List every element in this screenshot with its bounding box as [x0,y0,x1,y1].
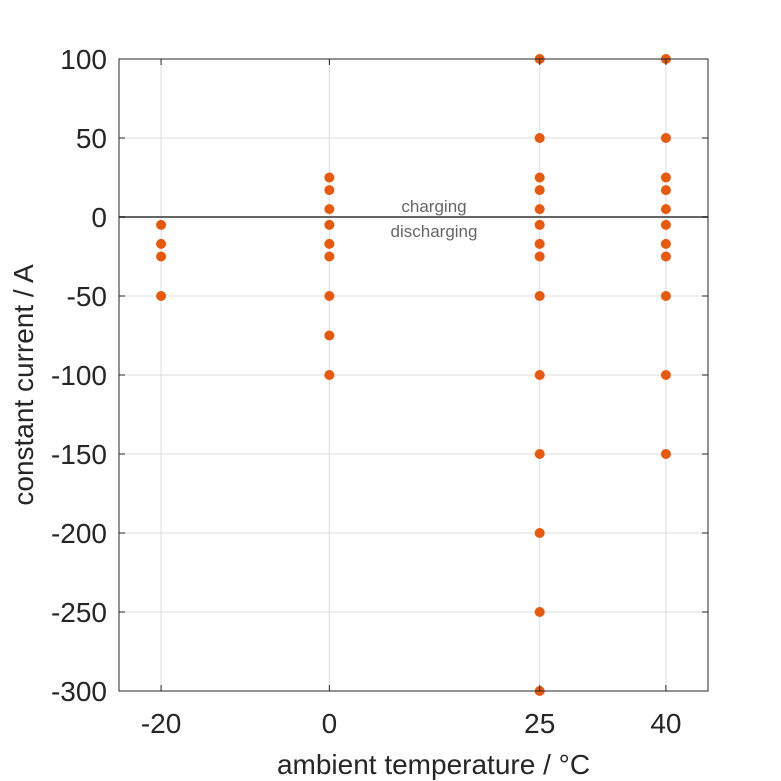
y-tick-label: -250 [51,597,107,628]
data-point [324,204,335,215]
data-point [534,238,545,249]
data-point [660,219,671,230]
data-point [324,185,335,196]
annotation-discharging: discharging [391,222,478,241]
data-point [324,172,335,183]
y-tick-label: -200 [51,518,107,549]
grid [119,58,708,692]
y-tick-label: -300 [51,676,107,707]
x-axis-title: ambient temperature / °C [277,749,590,780]
data-points [156,54,671,696]
y-tick-label: 0 [91,202,107,233]
data-point [660,204,671,215]
data-point [324,291,335,301]
data-point [660,133,671,143]
data-point [534,607,545,617]
x-tick-label: 25 [524,708,555,739]
data-point [660,185,671,196]
data-point [534,219,545,230]
data-point [534,204,545,215]
data-point [324,330,335,341]
y-tick-label: -150 [51,439,107,470]
data-point [534,185,545,196]
data-point [324,219,335,230]
data-point [660,449,671,459]
data-point [534,251,545,262]
data-point [534,370,545,380]
data-point [324,370,335,380]
data-point [534,528,545,538]
data-point [156,251,167,262]
data-point [156,219,167,230]
data-point [534,449,545,459]
data-point [660,370,671,380]
y-tick-label: 50 [76,123,107,154]
y-tick-label: -100 [51,360,107,391]
data-point [660,291,671,301]
data-point [534,172,545,183]
data-point [156,238,167,249]
x-tick-label: 40 [650,708,681,739]
data-point [156,291,167,301]
annotation-charging: charging [401,197,466,216]
data-point [534,291,545,301]
y-tick-label: -50 [67,281,107,312]
data-point [534,133,545,143]
data-point [660,251,671,262]
data-point [660,238,671,249]
y-axis-title: constant current / A [8,264,39,506]
y-tick-label: 100 [60,44,107,75]
data-point [660,172,671,183]
data-point [324,238,335,249]
x-tick-label: -20 [141,708,181,739]
x-tick-label: 0 [322,708,338,739]
data-point [324,251,335,262]
